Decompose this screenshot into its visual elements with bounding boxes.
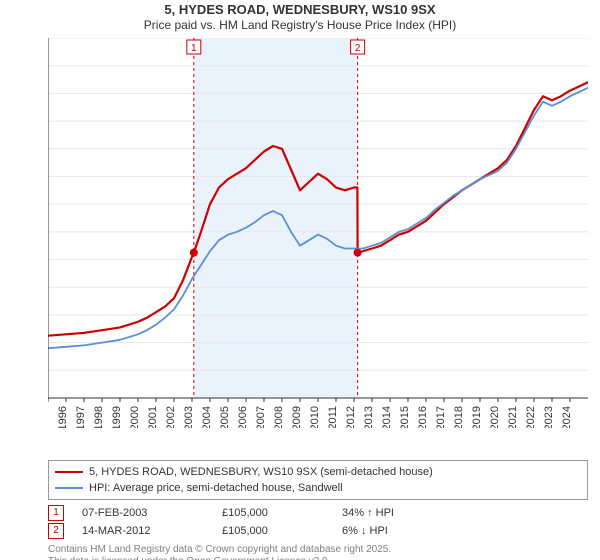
title-subtitle: Price paid vs. HM Land Registry's House … (0, 17, 600, 32)
svg-text:2013: 2013 (363, 406, 375, 428)
attribution: Contains HM Land Registry data © Crown c… (48, 544, 588, 560)
svg-text:1: 1 (191, 43, 197, 54)
legend-swatch (55, 487, 83, 489)
svg-text:2023: 2023 (543, 406, 555, 428)
attribution-line: This data is licensed under the Open Gov… (48, 556, 588, 560)
sale-row: 2 14-MAR-2012 £105,000 6% ↓ HPI (48, 522, 588, 540)
svg-text:2015: 2015 (399, 406, 411, 428)
svg-text:2014: 2014 (381, 406, 393, 428)
sale-date: 14-MAR-2012 (82, 522, 222, 540)
title-block: 5, HYDES ROAD, WEDNESBURY, WS10 9SX Pric… (0, 0, 600, 32)
legend-label: 5, HYDES ROAD, WEDNESBURY, WS10 9SX (sem… (89, 464, 433, 480)
sale-marker-badge: 2 (48, 523, 64, 539)
svg-text:1999: 1999 (111, 406, 123, 428)
svg-text:1998: 1998 (93, 406, 105, 428)
svg-text:2002: 2002 (165, 406, 177, 428)
svg-text:1996: 1996 (57, 406, 69, 428)
chart-container: 5, HYDES ROAD, WEDNESBURY, WS10 9SX Pric… (0, 0, 600, 560)
sale-price: £105,000 (222, 522, 342, 540)
svg-text:2009: 2009 (291, 406, 303, 428)
chart-svg: £0£20K£40K£60K£80K£100K£120K£140K£160K£1… (48, 38, 588, 428)
footer-block: 5, HYDES ROAD, WEDNESBURY, WS10 9SX (sem… (48, 460, 588, 560)
chart-area: £0£20K£40K£60K£80K£100K£120K£140K£160K£1… (48, 38, 588, 428)
legend-swatch (55, 471, 83, 473)
legend-label: HPI: Average price, semi-detached house,… (89, 480, 343, 496)
svg-text:1995: 1995 (48, 406, 51, 428)
svg-text:2008: 2008 (273, 406, 285, 428)
legend-row: 5, HYDES ROAD, WEDNESBURY, WS10 9SX (sem… (55, 464, 581, 480)
svg-text:2000: 2000 (129, 406, 141, 428)
sale-marker-badge: 1 (48, 505, 64, 521)
svg-text:2006: 2006 (237, 406, 249, 428)
svg-text:2010: 2010 (309, 406, 321, 428)
svg-text:2022: 2022 (525, 406, 537, 428)
svg-text:2003: 2003 (183, 406, 195, 428)
svg-text:2001: 2001 (147, 406, 159, 428)
sales-table: 1 07-FEB-2003 £105,000 34% ↑ HPI 2 14-MA… (48, 504, 588, 540)
legend-row: HPI: Average price, semi-detached house,… (55, 480, 581, 496)
svg-text:1997: 1997 (75, 406, 87, 428)
sale-date: 07-FEB-2003 (82, 504, 222, 522)
svg-text:2020: 2020 (489, 406, 501, 428)
legend-box: 5, HYDES ROAD, WEDNESBURY, WS10 9SX (sem… (48, 460, 588, 500)
svg-text:2017: 2017 (435, 406, 447, 428)
svg-text:2021: 2021 (507, 406, 519, 428)
svg-text:2016: 2016 (417, 406, 429, 428)
svg-text:2011: 2011 (327, 406, 339, 428)
title-address: 5, HYDES ROAD, WEDNESBURY, WS10 9SX (0, 2, 600, 17)
svg-text:2024: 2024 (561, 406, 573, 428)
svg-text:2005: 2005 (219, 406, 231, 428)
sale-diff: 34% ↑ HPI (342, 504, 588, 522)
svg-text:2019: 2019 (471, 406, 483, 428)
sale-diff: 6% ↓ HPI (342, 522, 588, 540)
svg-text:2012: 2012 (345, 406, 357, 428)
sale-price: £105,000 (222, 504, 342, 522)
sale-row: 1 07-FEB-2003 £105,000 34% ↑ HPI (48, 504, 588, 522)
svg-text:2007: 2007 (255, 406, 267, 428)
svg-text:2004: 2004 (201, 406, 213, 428)
svg-text:2: 2 (355, 43, 361, 54)
svg-text:2018: 2018 (453, 406, 465, 428)
attribution-line: Contains HM Land Registry data © Crown c… (48, 544, 588, 556)
